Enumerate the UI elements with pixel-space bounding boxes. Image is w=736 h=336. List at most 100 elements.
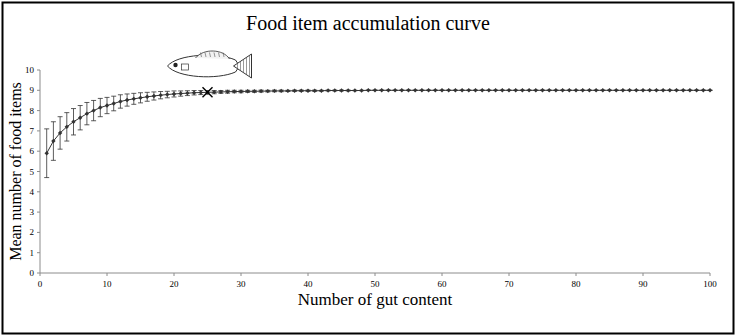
point [232,89,236,93]
y-tick [37,130,40,131]
point [366,88,370,92]
error-bar [192,91,197,95]
point [98,105,102,109]
y-tick [37,171,40,172]
error-cap [105,97,110,98]
point [259,89,263,93]
y-tick-label: 1 [30,248,35,258]
point [708,88,712,92]
error-cap [111,96,116,97]
point [594,88,598,92]
error-bar [51,122,56,161]
point [373,88,377,92]
point [447,88,451,92]
error-cap [105,113,110,114]
error-cap [58,116,63,117]
y-tick-label: 8 [30,106,35,116]
point [433,88,437,92]
point [540,88,544,92]
point [507,88,511,92]
point [192,91,196,95]
x-tick-label: 20 [170,279,180,289]
point [493,88,497,92]
error-bar [225,90,230,93]
point [406,88,410,92]
x-tick-label: 40 [304,279,314,289]
error-cap [51,121,56,122]
y-tick-label: 9 [30,85,35,95]
error-cap [158,91,163,92]
y-tick-label: 2 [30,227,35,237]
x-tick [375,273,376,276]
error-cap [125,106,130,107]
point [85,111,89,115]
tail-ray [243,59,244,73]
error-cap [78,105,83,106]
error-cap [131,93,136,94]
error-cap [111,110,116,111]
point [359,88,363,92]
error-bar [239,90,244,92]
fish-fin [196,51,230,59]
error-bar [232,90,237,92]
fin-ray [214,53,215,58]
x-tick [710,273,711,276]
point [514,88,518,92]
point [286,89,290,93]
plot-area [44,87,712,177]
point [319,89,323,93]
point [413,88,417,92]
x-tick [643,273,644,276]
point [527,88,531,92]
fin-ray [219,53,220,58]
x-tick [241,273,242,276]
tail-ray [246,57,247,75]
point [225,90,229,94]
fish-tail [234,54,252,78]
point [681,88,685,92]
point [132,97,136,101]
x-tick-label: 80 [572,279,582,289]
x-tick-label: 70 [505,279,515,289]
point [627,88,631,92]
point [219,90,223,94]
error-bar [158,92,163,99]
x-tick-label: 90 [639,279,649,289]
error-cap [172,90,177,91]
error-cap [151,100,156,101]
point [674,88,678,92]
y-tick-label: 0 [30,268,35,278]
point [654,88,658,92]
point [554,88,558,92]
error-cap [98,116,103,117]
error-cap [145,92,150,93]
point [138,96,142,100]
y-tick [37,191,40,192]
point [279,89,283,93]
fish-icon [168,51,252,78]
error-bar [185,91,190,96]
point [252,89,256,93]
error-bar [151,92,156,100]
error-cap [165,91,170,92]
y-tick [37,232,40,233]
title: Food item accumulation curve [246,12,490,34]
point [346,88,350,92]
point [386,88,390,92]
point [453,88,457,92]
point [246,89,250,93]
error-bar [105,97,110,113]
y-tick [37,70,40,71]
fish-gill [182,64,189,70]
point [420,88,424,92]
error-bar [178,91,183,96]
cross-stroke [203,87,213,97]
y-tick-label: 5 [30,167,35,177]
point [172,92,176,96]
error-bar [131,93,136,104]
fin-ray [205,53,206,58]
error-cap [84,124,89,125]
error-bar [78,106,83,130]
error-cap [158,98,163,99]
point [292,89,296,93]
